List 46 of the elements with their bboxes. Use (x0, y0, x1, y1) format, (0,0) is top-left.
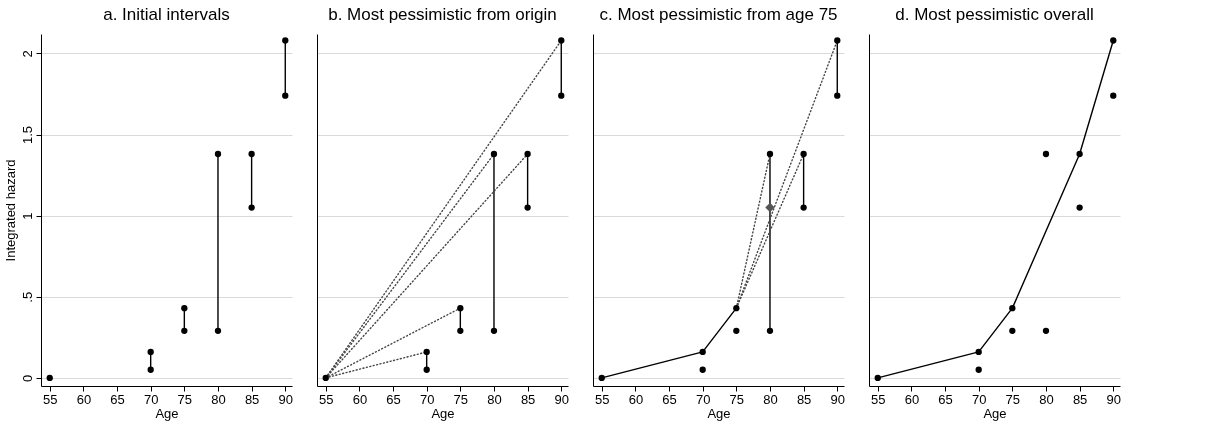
x-tick-label: 65 (110, 391, 125, 407)
x-tick-label: 85 (244, 391, 260, 407)
x-tick-label: 65 (386, 391, 401, 407)
x-axis-title: Age (155, 405, 179, 421)
y-tick-label: 1 (19, 212, 35, 220)
x-tick-label: 90 (830, 391, 846, 407)
x-tick-label: 60 (904, 391, 920, 407)
x-tick-label: 75 (453, 391, 469, 407)
x-tick-label: 80 (763, 391, 778, 407)
x-tick-label: 70 (695, 391, 711, 407)
x-tick-label: 60 (76, 391, 92, 407)
x-tick-label: 80 (211, 391, 226, 407)
x-tick-label: 55 (319, 391, 334, 407)
x-tick-label: 55 (595, 391, 610, 407)
x-tick-label: 65 (662, 391, 677, 407)
y-axis-title: Integrated hazard (2, 159, 18, 262)
x-tick-label: 85 (1072, 391, 1088, 407)
chart-title: a. Initial intervals (103, 5, 230, 24)
x-tick-label: 75 (729, 391, 745, 407)
y-tick-label: 1.5 (19, 126, 35, 145)
x-tick-label: 80 (487, 391, 502, 407)
x-tick-label: 55 (43, 391, 58, 407)
chart-title: b. Most pessimistic from origin (328, 5, 557, 24)
x-tick-label: 90 (554, 391, 570, 407)
x-tick-label: 65 (938, 391, 953, 407)
x-tick-label: 90 (1106, 391, 1122, 407)
x-tick-label: 60 (352, 391, 368, 407)
x-tick-label: 55 (871, 391, 886, 407)
x-tick-label: 60 (628, 391, 644, 407)
x-axis-title: Age (431, 405, 455, 421)
chart-title: d. Most pessimistic overall (895, 5, 1094, 24)
x-axis-title: Age (983, 405, 1007, 421)
x-tick-label: 85 (796, 391, 812, 407)
x-tick-label: 70 (971, 391, 987, 407)
x-axis-title: Age (707, 405, 731, 421)
x-tick-label: 70 (143, 391, 159, 407)
chart-title: c. Most pessimistic from age 75 (599, 5, 838, 24)
x-tick-label: 70 (419, 391, 435, 407)
x-tick-label: 75 (1005, 391, 1021, 407)
x-tick-label: 85 (520, 391, 536, 407)
y-tick-label: .5 (19, 291, 35, 303)
x-tick-label: 90 (278, 391, 294, 407)
x-tick-label: 75 (177, 391, 193, 407)
x-tick-label: 80 (1039, 391, 1054, 407)
y-tick-label: 2 (19, 50, 35, 58)
y-tick-label: 0 (19, 374, 35, 383)
